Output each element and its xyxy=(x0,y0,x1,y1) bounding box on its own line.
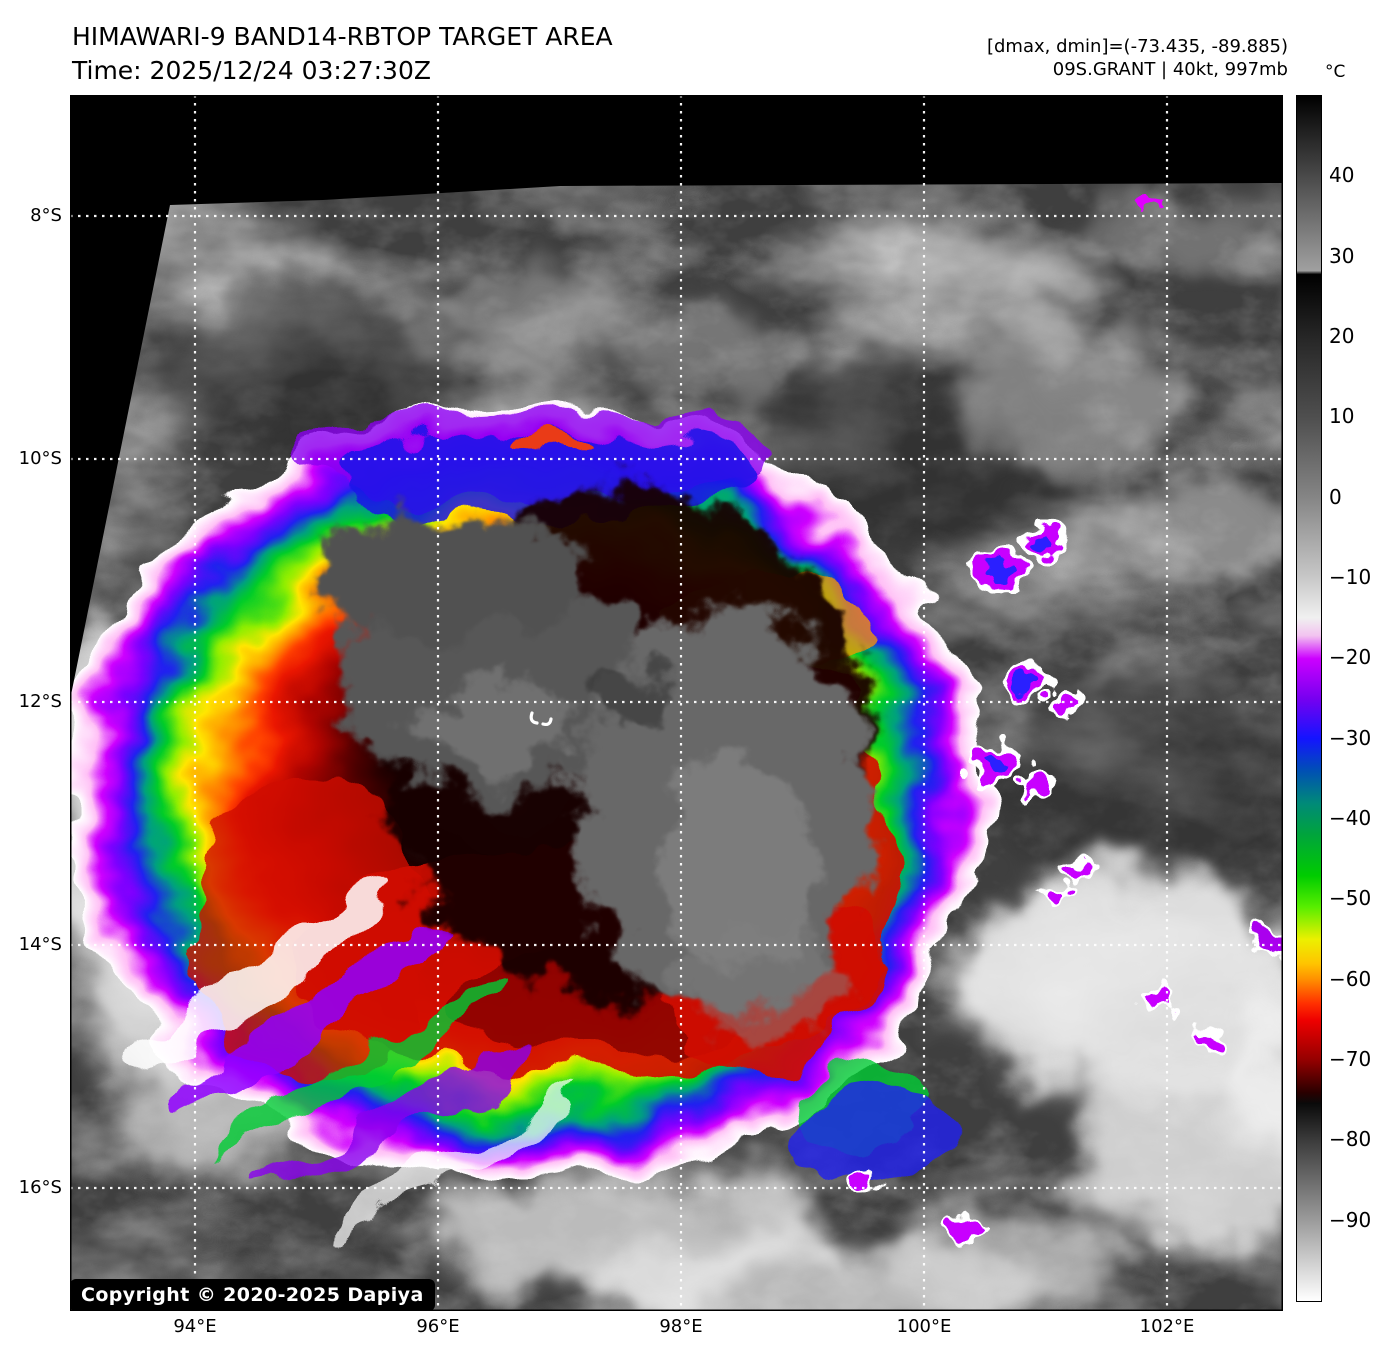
lon-label-100°E: 100°E xyxy=(896,1316,952,1337)
colorbar-tick-−90: −90 xyxy=(1329,1207,1372,1232)
satellite-map xyxy=(45,95,1388,1340)
cold-cloud-specks xyxy=(845,196,1287,1242)
lat-label-10°S: 10°S xyxy=(18,448,62,469)
colorbar-tick-−50: −50 xyxy=(1329,886,1372,911)
colorbar-tick-0: 0 xyxy=(1329,484,1342,509)
colorbar-tick-−20: −20 xyxy=(1329,645,1372,670)
lat-label-8°S: 8°S xyxy=(30,205,62,226)
center-fix-marker xyxy=(529,711,553,727)
colorbar-tick-−70: −70 xyxy=(1329,1046,1372,1071)
no-data-mask xyxy=(70,95,1283,700)
colorbar-tick-30: 30 xyxy=(1329,243,1355,268)
latlon-grid xyxy=(70,95,1283,1311)
colorbar-tick-−80: −80 xyxy=(1329,1127,1372,1152)
lat-label-12°S: 12°S xyxy=(18,691,62,712)
colorbar-tick-10: 10 xyxy=(1329,404,1355,429)
colorbar-unit-label: °C xyxy=(1325,62,1346,82)
colorbar-tick-−30: −30 xyxy=(1329,725,1372,750)
colorbar-tick-−40: −40 xyxy=(1329,805,1372,830)
storm-id-annotation: 09S.GRANT | 40kt, 997mb xyxy=(1052,59,1288,80)
lon-label-96°E: 96°E xyxy=(416,1316,460,1337)
lon-label-102°E: 102°E xyxy=(1139,1316,1195,1337)
cyclone-core xyxy=(310,490,875,1040)
colorbar-tick-20: 20 xyxy=(1329,323,1355,348)
page-title: HIMAWARI-9 BAND14-RBTOP TARGET AREA xyxy=(72,22,613,51)
dmax-dmin-annotation: [dmax, dmin]=(-73.435, -89.885) xyxy=(986,36,1288,57)
copyright-badge: Copyright © 2020-2025 Dapiya xyxy=(70,1279,435,1311)
colorbar-tick-−10: −10 xyxy=(1329,564,1372,589)
lat-label-14°S: 14°S xyxy=(18,934,62,955)
map-border xyxy=(70,95,1283,1311)
lat-label-16°S: 16°S xyxy=(18,1177,62,1198)
timestamp-line: Time: 2025/12/24 03:27:30Z xyxy=(72,56,431,85)
colorbar-tick-40: 40 xyxy=(1329,163,1355,188)
lon-label-98°E: 98°E xyxy=(659,1316,703,1337)
colorbar-tick-−60: −60 xyxy=(1329,966,1372,991)
lon-label-94°E: 94°E xyxy=(173,1316,217,1337)
temperature-colorbar xyxy=(1296,95,1322,1302)
satellite-image xyxy=(45,95,1388,1340)
